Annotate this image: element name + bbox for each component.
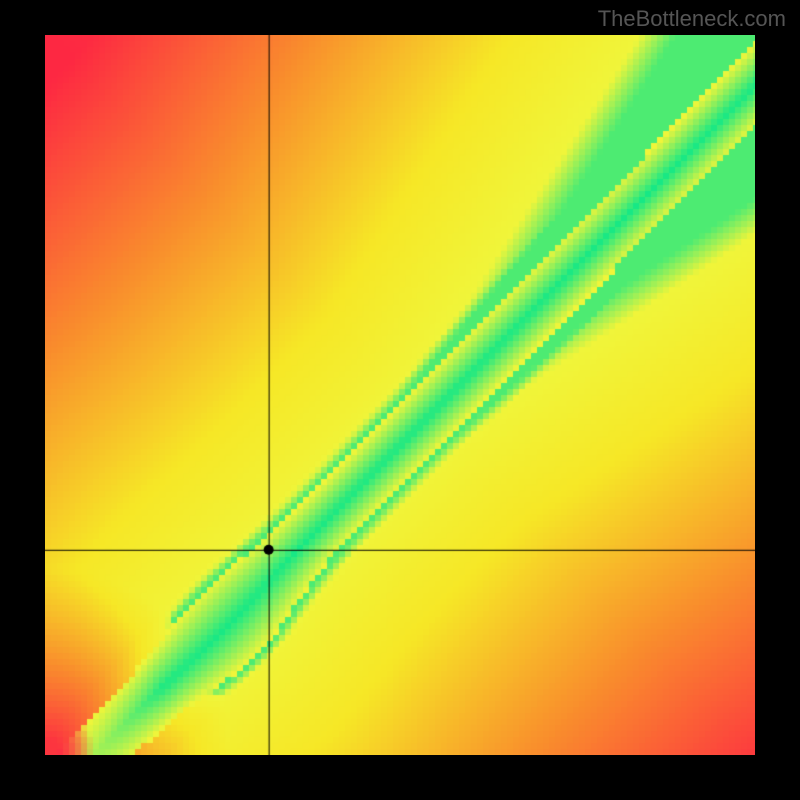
heatmap-canvas (45, 35, 755, 755)
figure-root: TheBottleneck.com (0, 0, 800, 800)
plot-area (45, 35, 755, 755)
watermark-text: TheBottleneck.com (598, 6, 786, 32)
